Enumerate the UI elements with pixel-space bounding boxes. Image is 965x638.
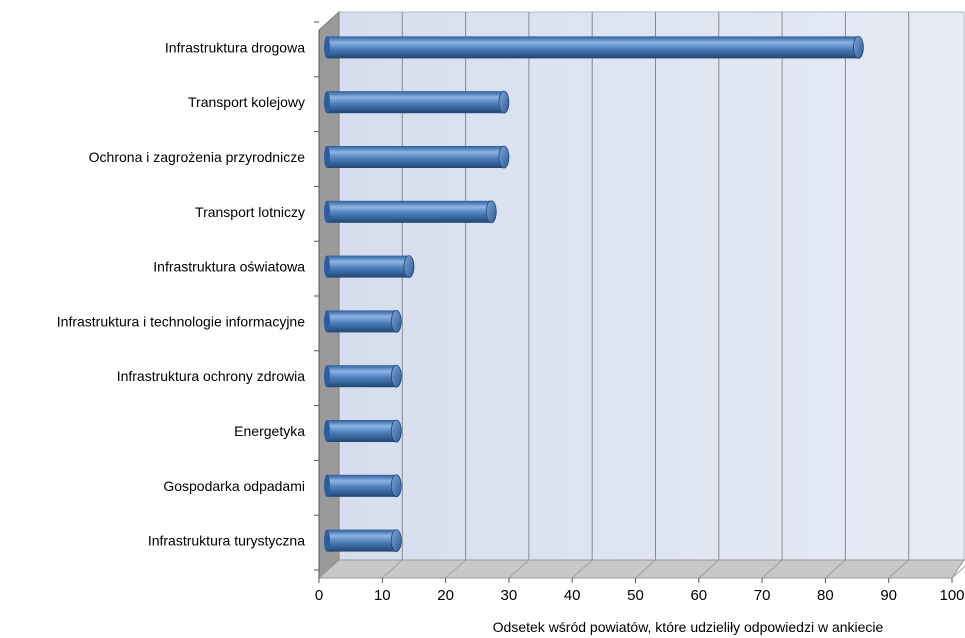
bar [324, 419, 402, 443]
x-tick-label: 10 [374, 587, 391, 604]
bar [324, 36, 864, 59]
x-tick-label: 40 [564, 587, 581, 604]
bar-base [324, 310, 330, 333]
bar-cap [390, 474, 402, 498]
bar-cap [485, 200, 497, 224]
bar [324, 255, 415, 279]
floor-gridline [445, 559, 466, 579]
bar-cap [403, 255, 415, 279]
bar-body [327, 310, 397, 333]
category-label: Infrastruktura drogowa [165, 39, 305, 55]
category-label: Ochrona i zagrożenia przyrodnicze [89, 149, 306, 165]
x-tick-label: 50 [627, 587, 644, 604]
category-label: Transport kolejowy [188, 94, 305, 110]
category-label: Energetyka [234, 423, 305, 439]
bar-cap [390, 364, 402, 388]
bar-base [324, 365, 330, 388]
floor-gridline [761, 559, 783, 579]
bar [324, 474, 402, 498]
bar-body [327, 474, 397, 497]
bar-base [324, 474, 330, 497]
floor-gridline [888, 559, 910, 579]
bar-body [327, 36, 859, 59]
x-tick-label: 30 [501, 587, 518, 604]
category-label: Transport lotniczy [195, 204, 305, 220]
bar [324, 364, 402, 388]
bar [324, 145, 510, 169]
bar-base [324, 255, 330, 278]
floor [317, 559, 965, 579]
floor-gridline [635, 559, 656, 579]
bar-base [324, 200, 330, 223]
bar-base [324, 420, 330, 442]
bar [324, 90, 510, 114]
category-label: Infrastruktura i technologie informacyjn… [57, 313, 305, 329]
bars [324, 36, 864, 552]
x-tick-label: 70 [754, 587, 771, 604]
bar-cap [390, 309, 402, 333]
x-tick-label: 60 [690, 587, 707, 604]
bar-body [327, 146, 504, 168]
floor-gridline [381, 559, 403, 579]
bar-body [327, 420, 397, 442]
x-tick-label: 100 [939, 587, 964, 604]
bar-base [324, 36, 330, 59]
bar-cap [390, 419, 402, 443]
floor-gridline [508, 559, 530, 579]
category-label: Infrastruktura oświatowa [153, 259, 305, 275]
x-axis-ticks: 0 10 20 30 40 50 60 70 80 90 100 [314, 21, 965, 604]
x-tick-label: 80 [817, 587, 834, 604]
bar-cap [498, 145, 510, 169]
x-tick-label: 0 [315, 587, 323, 604]
bar-body [327, 91, 504, 114]
floor-gridline [825, 559, 846, 579]
x-tick-label: 20 [437, 587, 454, 604]
bar [324, 309, 402, 333]
floor-gridline [571, 559, 593, 579]
bar-body [327, 529, 397, 552]
bar-base [324, 529, 330, 552]
floor-gridline [698, 559, 720, 579]
bar-cap [390, 529, 402, 552]
bar-base [324, 146, 330, 168]
bar-base [324, 91, 330, 114]
bar-cap [498, 90, 510, 114]
bar-cap [852, 36, 864, 59]
bar-body [327, 365, 397, 388]
category-label: Gospodarka odpadami [163, 478, 305, 494]
floor-gridline [951, 565, 965, 579]
category-label: Infrastruktura turystyczna [148, 533, 305, 549]
category-labels: Infrastruktura drogowa Transport kolejowy… [57, 39, 305, 548]
bar [324, 529, 402, 552]
bar-body [327, 255, 409, 278]
bar-body [327, 200, 492, 223]
x-axis-title: Odsetek wśród powiatów, które udzieliły … [493, 619, 884, 635]
bar [324, 200, 497, 224]
category-label: Infrastruktura ochrony zdrowia [117, 368, 306, 384]
x-tick-label: 90 [880, 587, 897, 604]
